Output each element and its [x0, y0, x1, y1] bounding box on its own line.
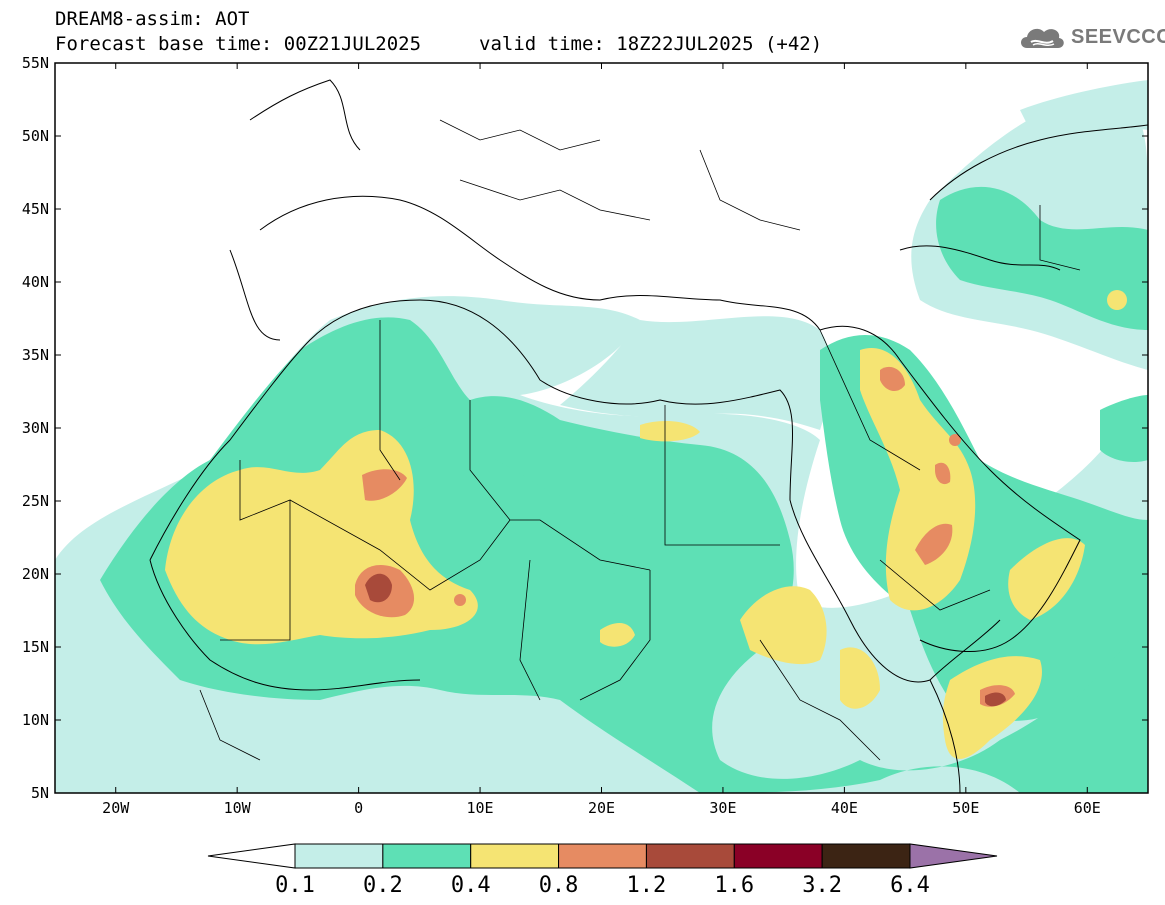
colorbar-swatch — [382, 843, 472, 869]
lon-tick-label: 50E — [952, 799, 979, 817]
colorbar-label: 0.8 — [539, 873, 579, 898]
lat-tick-label: 20N — [22, 565, 49, 583]
lat-tick-label: 50N — [22, 127, 49, 145]
lat-tick-label: 30N — [22, 419, 49, 437]
valid-time: valid time: 18Z22JUL2025 (+42) — [479, 33, 823, 55]
colorbar-min-arrow — [207, 843, 296, 869]
lat-tick-label: 15N — [22, 638, 49, 656]
lon-tick-label: 20E — [588, 799, 615, 817]
lon-tick-label: 10W — [224, 799, 252, 817]
colorbar-swatch — [645, 843, 735, 869]
aot-band-1-2 — [365, 573, 1006, 707]
lat-tick-label: 40N — [22, 273, 49, 291]
lat-tick-label: 25N — [22, 492, 49, 510]
logo-text: SEEVCCC — [1071, 26, 1165, 48]
colorbar-swatch — [294, 843, 384, 869]
lon-tick-label: 0 — [354, 799, 363, 817]
lat-tick-label: 10N — [22, 711, 49, 729]
map-title: DREAM8-assim: AOT — [55, 8, 250, 30]
colorbar-label: 0.4 — [451, 873, 491, 898]
colorbar-swatch — [558, 843, 647, 869]
colorbar-label: 6.4 — [890, 873, 930, 898]
cloud-icon — [1021, 28, 1064, 48]
colorbar-swatch — [733, 843, 823, 869]
lon-tick-label: 40E — [831, 799, 858, 817]
lat-tick-label: 55N — [22, 54, 49, 72]
colorbar-swatch — [821, 843, 911, 869]
longitude-labels: 20W 10W 0 10E 20E 30E 40E 50E 60E — [102, 799, 1101, 817]
colorbar-label: 3.2 — [802, 873, 842, 898]
lon-tick-label: 20W — [102, 799, 130, 817]
colorbar-label: 1.6 — [714, 873, 754, 898]
coastlines — [149, 79, 1148, 793]
colorbar — [207, 843, 998, 869]
lat-tick-label: 5N — [31, 784, 49, 802]
lon-tick-label: 60E — [1074, 799, 1101, 817]
colorbar-label: 0.1 — [275, 873, 315, 898]
colorbar-label: 1.2 — [627, 873, 667, 898]
latitude-labels: 55N 50N 45N 40N 35N 30N 25N 20N 15N 10N 5N — [22, 54, 49, 802]
colorbar-labels: 0.1 0.2 0.4 0.8 1.2 1.6 3.2 6.4 — [275, 873, 930, 898]
country-borders — [199, 119, 1081, 761]
lon-tick-label: 10E — [467, 799, 494, 817]
axis-ticks — [55, 62, 1148, 794]
lat-tick-label: 35N — [22, 346, 49, 364]
colorbar-label: 0.2 — [363, 873, 403, 898]
forecast-base-time: Forecast base time: 00Z21JUL2025 — [55, 33, 422, 55]
seevccc-logo: SEEVCCC — [1017, 20, 1165, 56]
lat-tick-label: 45N — [22, 200, 49, 218]
colorbar-max-arrow — [909, 843, 998, 869]
aot-band-0-8 — [355, 366, 1015, 707]
lon-tick-label: 30E — [709, 799, 736, 817]
colorbar-swatch — [470, 843, 560, 869]
